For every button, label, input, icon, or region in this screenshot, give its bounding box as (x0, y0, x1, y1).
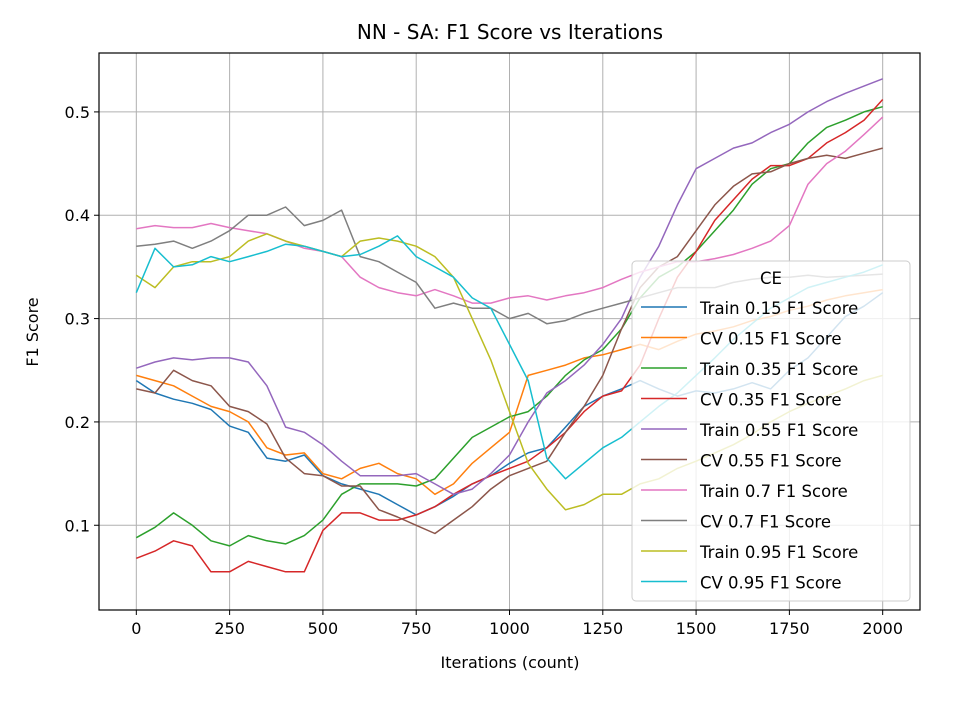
legend-entry-label: Train 0.35 F1 Score (699, 360, 858, 379)
y-tick-label: 0.1 (65, 516, 90, 535)
series-line-4 (136, 78, 883, 496)
legend-entry-label: Train 0.95 F1 Score (699, 543, 858, 562)
y-axis: 0.1 0.2 0.3 0.4 0.5 (65, 103, 99, 535)
legend-box (631, 260, 911, 602)
x-tick-label: 1000 (489, 619, 530, 638)
legend-entry-label: Train 0.7 F1 Score (699, 482, 848, 501)
series-line-2 (135, 105, 883, 547)
legend-entry-label: Train 0.55 F1 Score (699, 421, 858, 440)
x-tick-label: 2000 (862, 619, 903, 638)
x-tick-label: 1250 (582, 619, 623, 638)
legend-entry-label: CV 0.35 F1 Score (700, 391, 841, 410)
y-tick-label: 0.5 (65, 103, 90, 122)
legend-entry-label: CV 0.15 F1 Score (700, 330, 841, 349)
x-tick-label: 1750 (769, 619, 810, 638)
x-tick-label: 500 (308, 619, 339, 638)
x-tick-label: 1500 (676, 619, 717, 638)
y-tick-label: 0.2 (65, 413, 90, 432)
x-tick-label: 0 (131, 619, 141, 638)
x-axis: 0 250 500 750 1000 1250 1500 1750 2000 (131, 610, 903, 638)
legend-title: CE (760, 269, 782, 288)
x-tick-label: 250 (214, 619, 245, 638)
x-tick-label: 750 (401, 619, 432, 638)
y-axis-label: F1 Score (23, 297, 42, 366)
series-line-6 (136, 116, 884, 304)
y-tick-label: 0.3 (65, 310, 90, 329)
series-line-5 (136, 147, 883, 535)
x-axis-label: Iterations (count) (441, 653, 580, 672)
legend-entry-label: CV 0.55 F1 Score (700, 452, 841, 471)
legend: CE Train 0.15 F1 Score CV 0.15 F1 Score Tr… (631, 260, 911, 602)
legend-entry-label: Train 0.15 F1 Score (699, 299, 858, 318)
series-layer (135, 78, 884, 573)
legend-entry-label: CV 0.7 F1 Score (700, 513, 831, 532)
chart-title: NN - SA: F1 Score vs Iterations (357, 20, 663, 44)
series-line-3 (136, 98, 884, 573)
y-tick-label: 0.4 (65, 206, 90, 225)
legend-entry-label: CV 0.95 F1 Score (700, 574, 841, 593)
